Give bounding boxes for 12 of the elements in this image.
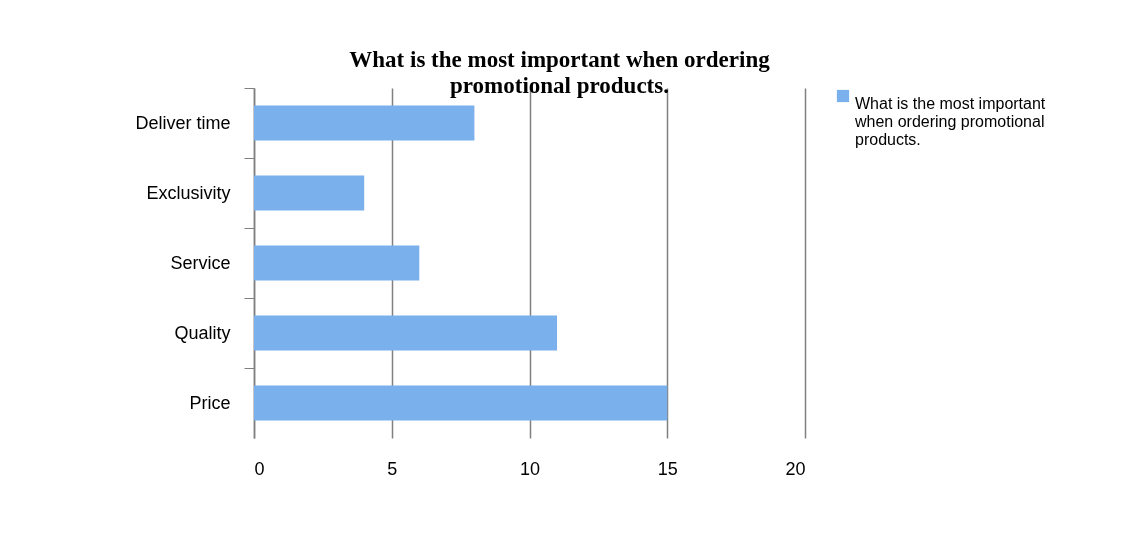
y-tick-label: Deliver time [135, 112, 231, 133]
y-tick-label: Service [170, 252, 231, 273]
x-tick-label: 0 [254, 458, 265, 479]
x-tick-label: 15 [657, 458, 678, 479]
y-tick-label: Quality [174, 322, 231, 343]
x-tick-label: 5 [387, 458, 398, 479]
legend-label: What is the most important when ordering promotional products. [854, 95, 1046, 148]
x-tick-label: 10 [519, 458, 541, 479]
x-tick-label: 20 [785, 458, 806, 479]
y-tick-label: Exclusivity [146, 182, 231, 203]
chart-title: What is the most important when ordering promotional products. [349, 46, 771, 98]
y-tick-label: Price [189, 392, 231, 413]
